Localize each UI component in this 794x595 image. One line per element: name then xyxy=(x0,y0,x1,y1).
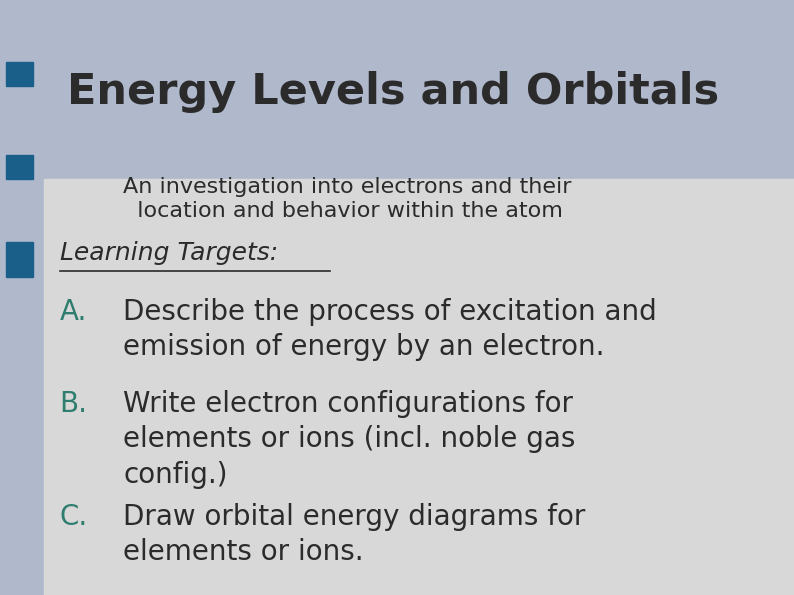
Bar xyxy=(44,178,794,595)
Text: An investigation into electrons and their: An investigation into electrons and thei… xyxy=(123,177,572,198)
Bar xyxy=(6,242,33,277)
Bar xyxy=(6,155,33,178)
Text: Write electron configurations for
elements or ions (incl. noble gas
config.): Write electron configurations for elemen… xyxy=(123,390,576,489)
Text: B.: B. xyxy=(60,390,87,418)
Text: A.: A. xyxy=(60,298,87,325)
Text: Describe the process of excitation and
emission of energy by an electron.: Describe the process of excitation and e… xyxy=(123,298,657,361)
Text: Energy Levels and Orbitals: Energy Levels and Orbitals xyxy=(67,71,719,113)
Bar xyxy=(6,62,33,86)
Text: C.: C. xyxy=(60,503,88,531)
Text: Draw orbital energy diagrams for
elements or ions.: Draw orbital energy diagrams for element… xyxy=(123,503,585,566)
Bar xyxy=(0,0,794,178)
Text: Learning Targets:: Learning Targets: xyxy=(60,241,278,265)
Text: location and behavior within the atom: location and behavior within the atom xyxy=(123,201,563,221)
